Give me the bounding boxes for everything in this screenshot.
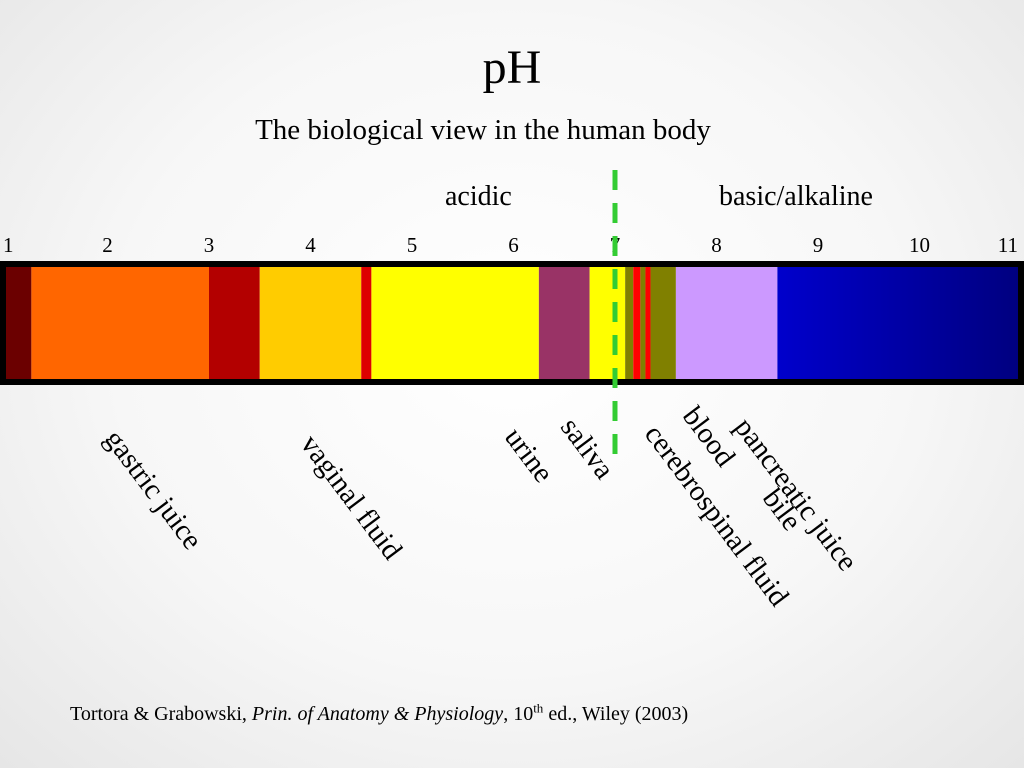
acidic-label: acidic	[445, 181, 512, 212]
citation-edition: , 10	[503, 703, 534, 725]
ph-scale-frame	[0, 261, 1024, 385]
basic-alkaline-label: basic/alkaline	[719, 181, 873, 212]
ph-tick-6: 6	[508, 233, 519, 257]
ph-band-1	[31, 267, 209, 379]
ph-tick-labels: 1234567891011	[3, 233, 1018, 257]
ph-tick-11: 11	[998, 233, 1018, 257]
citation-publisher: ed., Wiley (2003)	[543, 703, 689, 725]
ph-tick-5: 5	[407, 233, 418, 257]
citation-authors: Tortora & Grabowski,	[70, 703, 252, 725]
ph-band-5	[371, 267, 539, 379]
ph-color-bands	[6, 267, 1018, 379]
ph-tick-9: 9	[813, 233, 824, 257]
ph-band-9	[633, 267, 641, 379]
citation-book-title: Prin. of Anatomy & Physiology	[251, 703, 504, 725]
ph-tick-1: 1	[3, 233, 14, 257]
ph-tick-3: 3	[204, 233, 215, 257]
ph-tick-4: 4	[305, 233, 316, 257]
ph-band-12	[650, 267, 676, 379]
ph-band-11	[645, 267, 651, 379]
ph-band-2	[209, 267, 260, 379]
ph-band-3	[259, 267, 362, 379]
ph-tick-2: 2	[102, 233, 113, 257]
ph-band-6	[538, 267, 590, 379]
ph-tick-8: 8	[711, 233, 722, 257]
ph-band-14	[777, 267, 1018, 379]
ph-band-7	[589, 267, 626, 379]
ph-band-13	[675, 267, 778, 379]
citation-edition-suffix: th	[533, 700, 544, 716]
slide-subtitle: The biological view in the human body	[255, 114, 711, 146]
ph-band-8	[625, 267, 634, 379]
citation: Tortora & Grabowski, Prin. of Anatomy & …	[70, 700, 689, 726]
ph-band-10	[640, 267, 646, 379]
ph-band-4	[361, 267, 372, 379]
ph-band-0	[6, 267, 32, 379]
slide-title: pH	[482, 41, 542, 94]
ph-tick-10: 10	[909, 233, 930, 257]
